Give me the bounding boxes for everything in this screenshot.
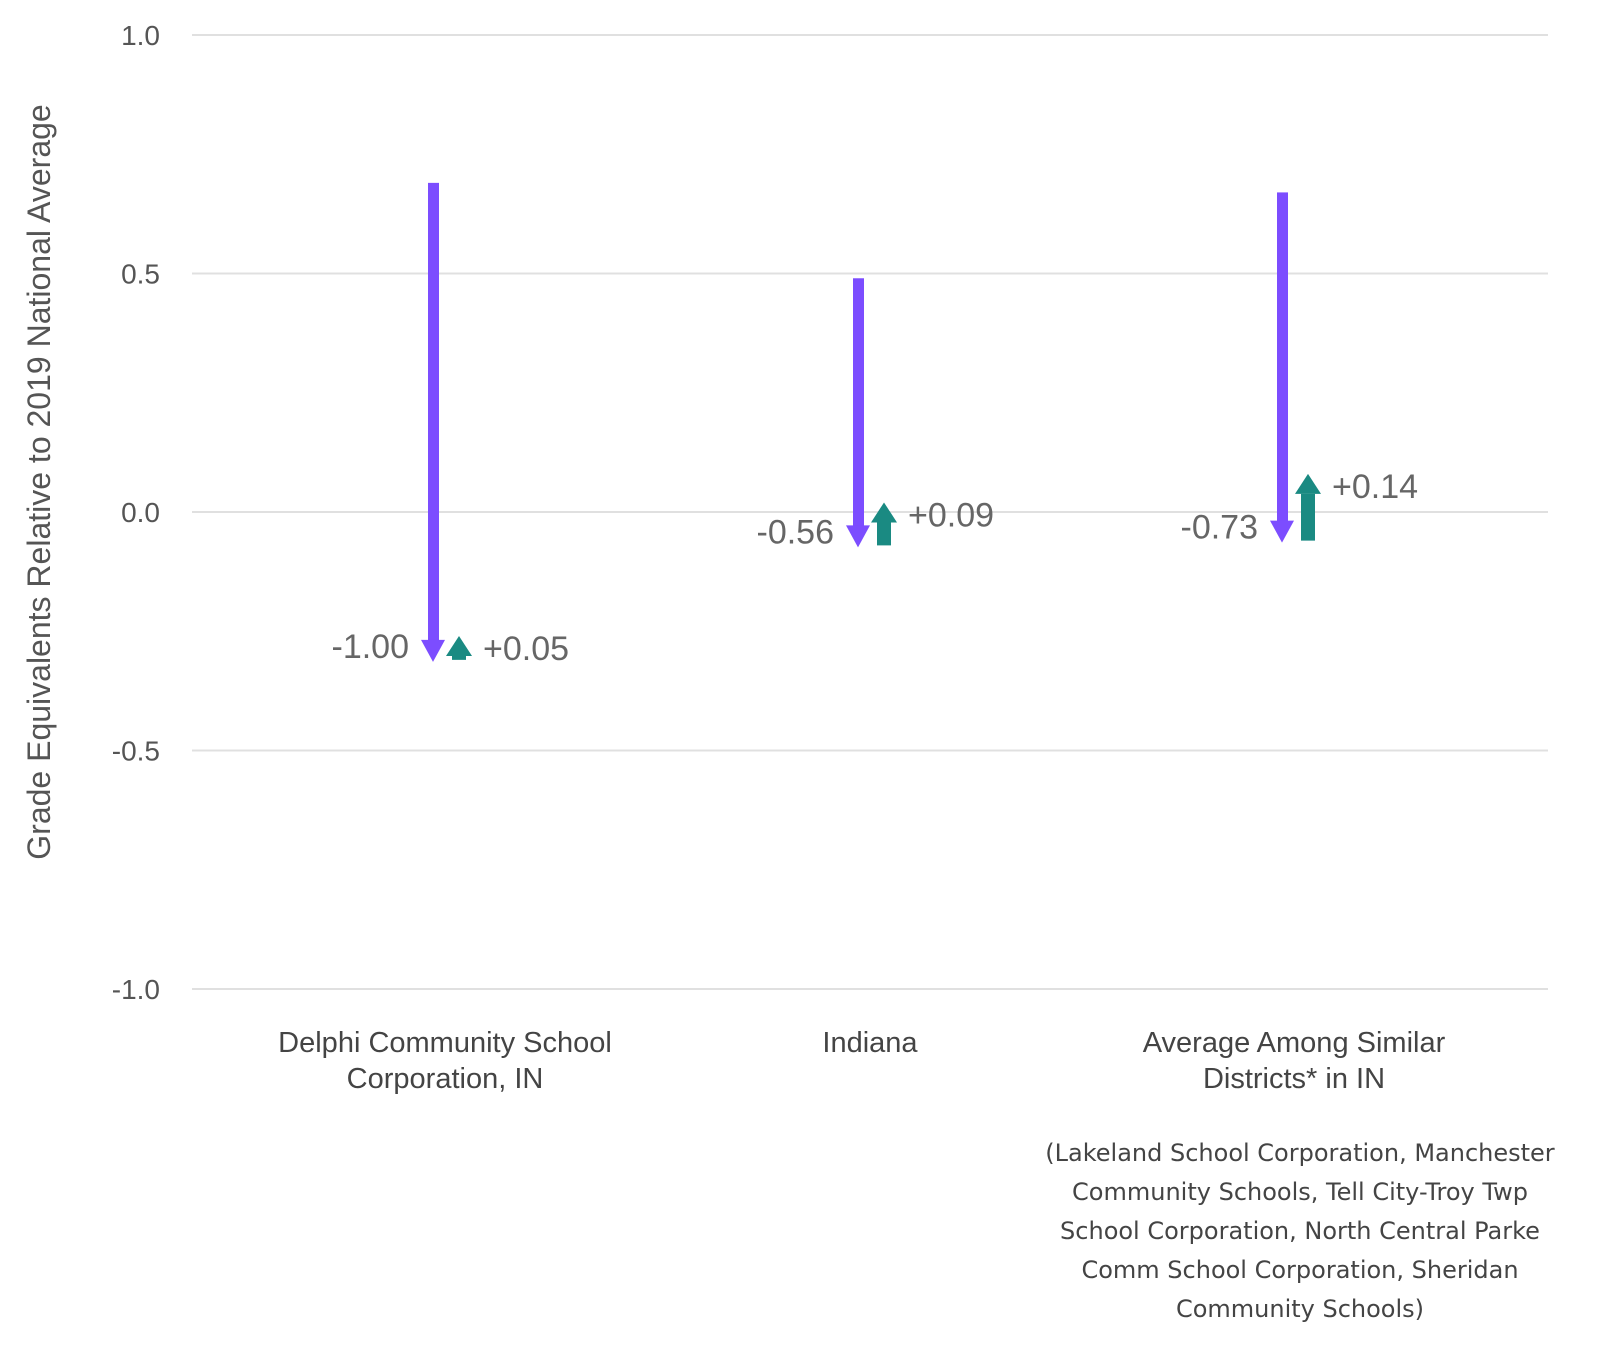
- category-label: Delphi Community School: [278, 1027, 612, 1059]
- gain-arrow-shaft: [452, 655, 466, 660]
- footnote-line: (Lakeland School Corporation, Manchester: [1045, 1139, 1555, 1167]
- gain-arrow-head: [871, 502, 897, 523]
- gain-value-label: +0.05: [483, 630, 569, 668]
- gain-arrow-head: [1295, 473, 1321, 494]
- grid-lines: [192, 34, 1548, 990]
- decline-value-label: -0.73: [1181, 509, 1259, 547]
- footnote-line: School Corporation, North Central Parke: [1060, 1217, 1540, 1245]
- decline-arrow-head: [421, 639, 445, 662]
- y-tick-label: 0.5: [121, 259, 160, 290]
- decline-arrow-head: [846, 525, 870, 548]
- y-tick-labels: 1.0 0.5 0.0 -0.5 -1.0: [112, 20, 160, 1005]
- category-label: Average Among Similar: [1143, 1027, 1446, 1059]
- decline-arrow-head: [1270, 520, 1294, 543]
- decline-arrow-shaft: [428, 182, 439, 642]
- gain-arrow-shaft: [1301, 493, 1315, 541]
- category-label: Districts* in IN: [1203, 1063, 1385, 1095]
- category-label: Corporation, IN: [347, 1063, 544, 1095]
- y-axis-label: Grade Equivalents Relative to 2019 Natio…: [21, 104, 57, 859]
- category-label: Indiana: [822, 1027, 918, 1059]
- footnote-line: Community Schools): [1175, 1295, 1425, 1323]
- gain-value-label: +0.09: [908, 496, 994, 534]
- gain-arrow-head: [446, 636, 472, 657]
- gain-arrow-shaft: [877, 522, 891, 546]
- y-tick-label: 1.0: [121, 20, 160, 51]
- decline-arrow-shaft: [1277, 192, 1288, 523]
- decline-value-label: -1.00: [332, 628, 410, 666]
- similar-districts-footnote: (Lakeland School Corporation, Manchester…: [1030, 1134, 1570, 1329]
- y-tick-label: -0.5: [112, 736, 160, 767]
- decline-value-label: -0.56: [757, 513, 835, 551]
- category-labels: Delphi Community School Corporation, IN In…: [278, 1027, 1445, 1095]
- arrow-marks: -1.00 +0.05 -0.56 +0.09 -0.73 +0.14: [332, 182, 1418, 668]
- decline-arrow-shaft: [853, 278, 864, 528]
- footnote-line: Comm School Corporation, Sheridan: [1081, 1256, 1519, 1284]
- y-tick-label: -1.0: [112, 974, 160, 1005]
- gain-value-label: +0.14: [1332, 468, 1418, 506]
- y-tick-label: 0.0: [121, 497, 160, 528]
- footnote-line: Community Schools, Tell City-Troy Twp: [1072, 1178, 1528, 1206]
